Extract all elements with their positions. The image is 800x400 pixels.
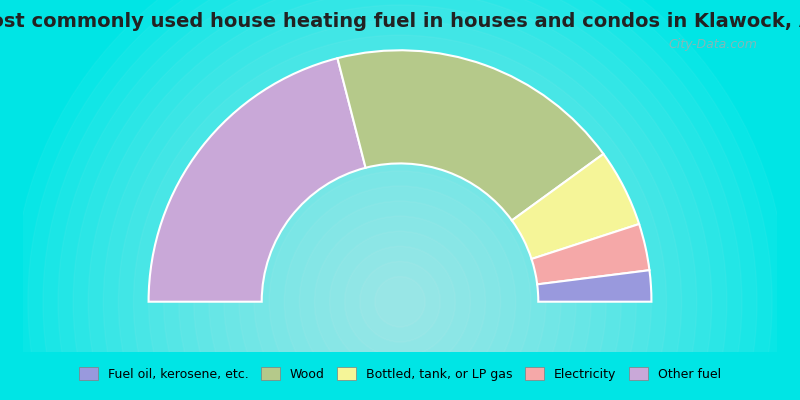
Legend: Fuel oil, kerosene, etc., Wood, Bottled, tank, or LP gas, Electricity, Other fue: Fuel oil, kerosene, etc., Wood, Bottled,… [73, 361, 727, 387]
Wedge shape [537, 270, 651, 302]
Wedge shape [338, 50, 603, 220]
Text: City-Data.com: City-Data.com [668, 38, 757, 51]
Text: Most commonly used house heating fuel in houses and condos in Klawock, AK: Most commonly used house heating fuel in… [0, 12, 800, 31]
Wedge shape [149, 58, 366, 302]
Wedge shape [512, 154, 639, 259]
Wedge shape [531, 224, 650, 284]
